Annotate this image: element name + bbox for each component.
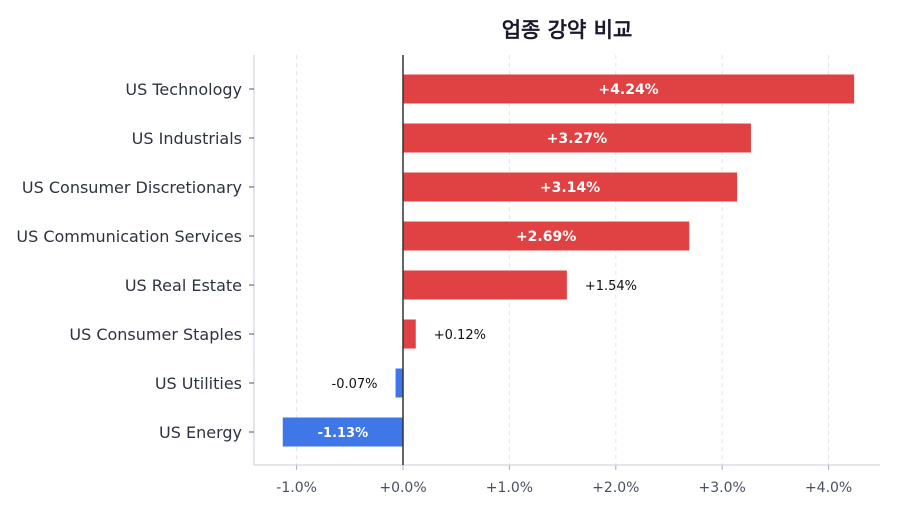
bar bbox=[403, 270, 567, 300]
x-tick-label: +1.0% bbox=[486, 480, 533, 496]
bar bbox=[395, 368, 403, 398]
bar bbox=[403, 319, 416, 349]
data-label: +3.27% bbox=[547, 131, 607, 147]
category-label: US Communication Services bbox=[16, 227, 242, 246]
data-label: -0.07% bbox=[332, 377, 378, 392]
bar bbox=[403, 221, 690, 251]
x-tick-label: +4.0% bbox=[805, 480, 852, 496]
data-label: +3.14% bbox=[540, 180, 600, 196]
bar bbox=[403, 74, 855, 104]
data-label: +1.54% bbox=[585, 279, 637, 294]
category-label: US Technology bbox=[125, 80, 242, 99]
bar bbox=[403, 123, 751, 153]
x-tick-label: -1.0% bbox=[276, 480, 317, 496]
x-tick-label: +3.0% bbox=[699, 480, 746, 496]
bar bbox=[403, 172, 738, 202]
data-label: +4.24% bbox=[598, 82, 658, 98]
data-label: -1.13% bbox=[318, 426, 369, 441]
data-label: +0.12% bbox=[434, 328, 486, 343]
x-tick-label: +2.0% bbox=[592, 480, 639, 496]
category-label: US Consumer Discretionary bbox=[22, 178, 242, 197]
x-tick-label: +0.0% bbox=[379, 480, 426, 496]
data-label: +2.69% bbox=[516, 229, 576, 245]
category-label: US Real Estate bbox=[125, 276, 242, 295]
category-label: US Industrials bbox=[132, 129, 242, 148]
chart-title: 업종 강약 비교 bbox=[502, 18, 633, 42]
bar bbox=[282, 417, 403, 447]
category-label: US Utilities bbox=[155, 374, 242, 393]
category-label: US Consumer Staples bbox=[69, 325, 242, 344]
category-label: US Energy bbox=[159, 423, 242, 442]
